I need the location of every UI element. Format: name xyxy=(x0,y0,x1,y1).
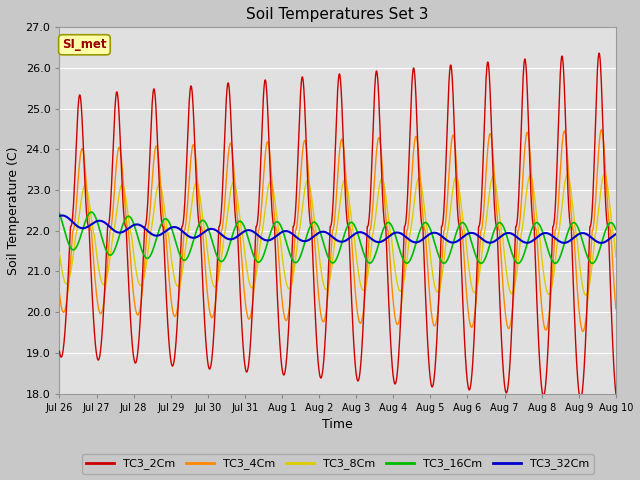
Text: SI_met: SI_met xyxy=(62,38,107,51)
Legend: TC3_2Cm, TC3_4Cm, TC3_8Cm, TC3_16Cm, TC3_32Cm: TC3_2Cm, TC3_4Cm, TC3_8Cm, TC3_16Cm, TC3… xyxy=(82,454,593,474)
Y-axis label: Soil Temperature (C): Soil Temperature (C) xyxy=(7,146,20,275)
Title: Soil Temperatures Set 3: Soil Temperatures Set 3 xyxy=(246,7,429,22)
X-axis label: Time: Time xyxy=(323,418,353,431)
